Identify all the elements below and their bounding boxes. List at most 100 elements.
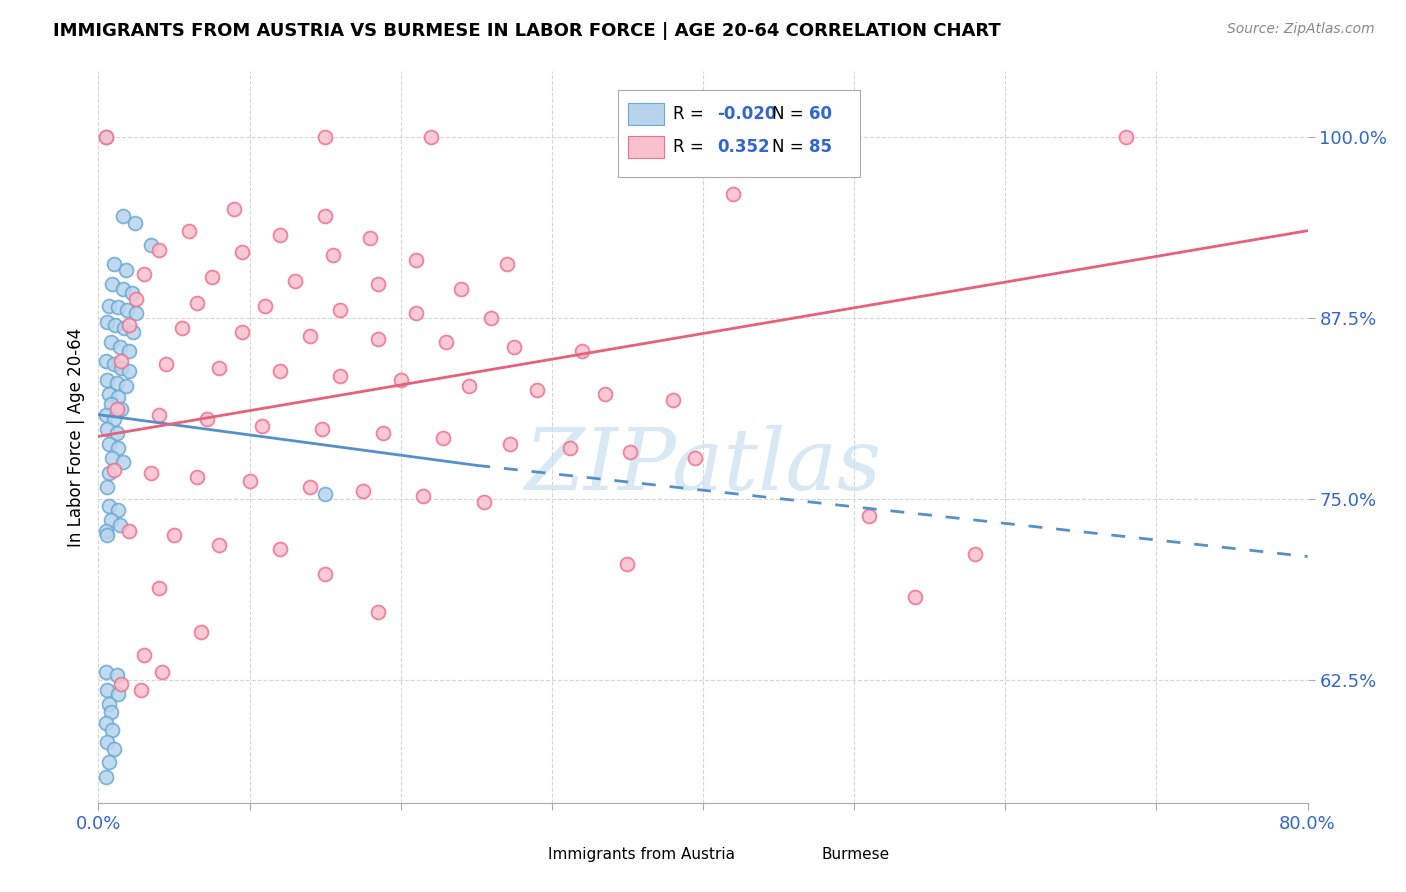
Point [201,270,224,285]
Point [481,310,503,325]
Point [352,484,374,499]
Point [96,373,118,387]
Point [118,343,141,358]
Point [593,387,616,401]
Point [101,723,124,738]
Point [389,373,412,387]
Point [94,129,117,144]
Point [163,528,186,542]
Point [284,274,307,288]
Point [269,542,291,557]
Point [526,383,548,397]
Point [100,513,122,527]
FancyBboxPatch shape [628,103,664,125]
Point [111,282,134,296]
Point [148,582,170,596]
Point [110,354,132,368]
Point [105,668,128,682]
Point [104,318,127,332]
Point [170,320,193,334]
Point [118,364,141,378]
Point [101,277,124,292]
Point [132,648,155,662]
Text: R =: R = [672,137,703,156]
Point [314,566,336,581]
Point [96,315,118,329]
Point [269,227,291,242]
Point [179,224,201,238]
Point [904,590,927,604]
Text: IMMIGRANTS FROM AUSTRIA VS BURMESE IN LABOR FORCE | AGE 20-64 CORRELATION CHART: IMMIGRANTS FROM AUSTRIA VS BURMESE IN LA… [53,22,1001,40]
FancyBboxPatch shape [506,843,540,865]
FancyBboxPatch shape [619,90,860,178]
Point [108,340,131,354]
Point [94,129,117,144]
Point [110,361,132,376]
Point [314,129,336,144]
Point [360,231,382,245]
Point [311,422,333,436]
Point [616,557,638,571]
Text: 60: 60 [810,104,832,123]
Point [239,475,262,489]
Point [96,480,118,494]
Point [1115,129,1137,144]
Point [195,412,218,426]
Point [94,770,117,784]
Text: 0.352: 0.352 [717,137,770,156]
Point [124,216,146,230]
Point [111,455,134,469]
Point [96,735,118,749]
Point [329,303,352,318]
Point [98,499,121,513]
Point [269,364,291,378]
Point [186,296,208,310]
Point [114,378,136,392]
Point [723,187,745,202]
Point [367,277,389,292]
Point [94,408,117,422]
Point [103,463,125,477]
Point [371,426,394,441]
Point [148,408,170,422]
Point [155,357,177,371]
Point [115,303,138,318]
Point [111,209,134,223]
Point [110,401,132,416]
FancyBboxPatch shape [779,843,813,865]
Point [103,257,125,271]
Point [412,489,434,503]
Text: Immigrants from Austria: Immigrants from Austria [548,847,735,862]
Point [94,716,117,731]
Point [367,605,389,619]
Point [107,390,129,404]
Y-axis label: In Labor Force | Age 20-64: In Labor Force | Age 20-64 [66,327,84,547]
Point [405,252,427,267]
Point [121,285,143,300]
Point [112,320,135,334]
Point [250,419,273,434]
Point [101,451,124,466]
Point [965,547,987,561]
Point [132,267,155,281]
Point [434,335,457,350]
Point [100,705,122,719]
Point [118,524,141,538]
Point [253,299,276,313]
Point [98,756,121,770]
Point [190,624,212,639]
Point [314,209,336,223]
Point [125,306,148,320]
Point [498,436,520,450]
Point [457,378,479,392]
Point [299,480,322,494]
Point [122,325,145,339]
Point [503,340,526,354]
Point [329,368,352,383]
Point [105,376,128,390]
Point [103,412,125,426]
Point [96,528,118,542]
Point [100,335,122,350]
Point [129,682,152,697]
Point [231,245,253,260]
